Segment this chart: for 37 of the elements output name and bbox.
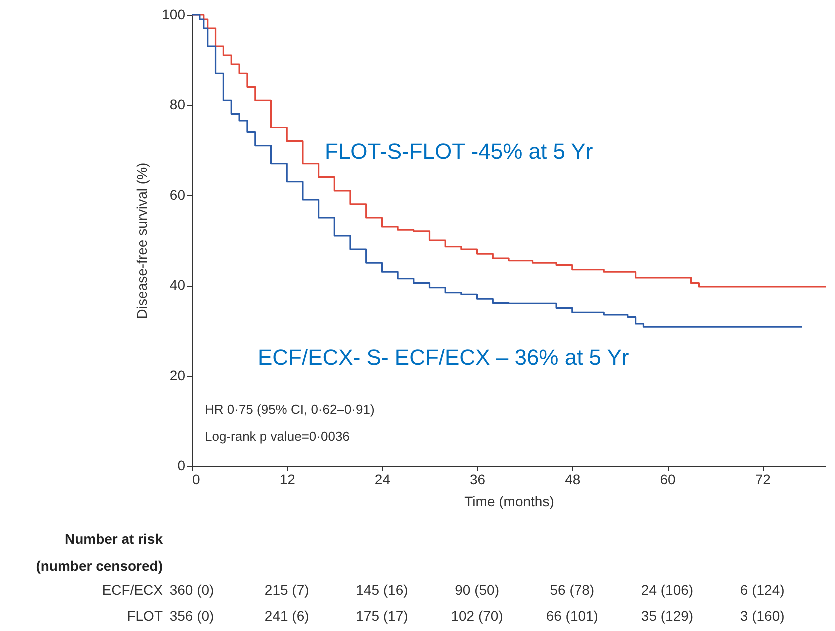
text: 356 (0)	[170, 608, 214, 624]
y-tick-label: 80	[170, 96, 186, 113]
text: ECF/ECX	[102, 582, 164, 598]
text: 215 (7)	[264, 582, 310, 598]
annotation: HR 0·75 (95% CI, 0·62–0·91)	[205, 402, 375, 417]
text: FLOT	[127, 608, 164, 624]
text: 90 (50)	[455, 582, 500, 598]
x-tick-label: 12	[280, 472, 296, 488]
x-axis-title: Time (months)	[464, 494, 554, 510]
x-tick-label: 24	[374, 472, 391, 488]
x-tick-label: 60	[660, 472, 676, 488]
text: 102 (70)	[451, 608, 504, 624]
y-tick-label: 40	[170, 277, 186, 294]
text: 24 (106)	[641, 582, 694, 598]
y-tick-label: 20	[170, 367, 186, 384]
text: Number at risk	[64, 531, 164, 547]
annotation: Log-rank p value=0·0036	[205, 429, 350, 444]
y-axis-title: Disease-free survival (%)	[134, 162, 150, 320]
text: 3 (160)	[740, 608, 785, 624]
text: (number censored)	[36, 558, 163, 574]
text: 6 (124)	[740, 582, 785, 598]
text: 175 (17)	[356, 608, 408, 624]
text: 360 (0)	[170, 582, 214, 598]
text: 66 (101)	[546, 608, 598, 624]
y-tick-label: 60	[170, 186, 186, 203]
annotation: FLOT-S-FLOT -45% at 5 Yr	[325, 139, 594, 164]
y-tick-label: 0	[178, 458, 186, 474]
annotation: ECF/ECX- S- ECF/ECX – 36% at 5 Yr	[258, 345, 630, 370]
text: 241 (6)	[264, 608, 310, 624]
text: 145 (16)	[356, 582, 408, 598]
y-tick-label: 100	[162, 6, 186, 22]
x-tick-label: 36	[470, 472, 486, 488]
text: 56 (78)	[550, 582, 595, 598]
text: 35 (129)	[641, 608, 694, 624]
x-tick-label: 0	[192, 472, 200, 488]
x-tick-label: 72	[755, 472, 772, 488]
x-tick-label: 48	[565, 472, 581, 488]
